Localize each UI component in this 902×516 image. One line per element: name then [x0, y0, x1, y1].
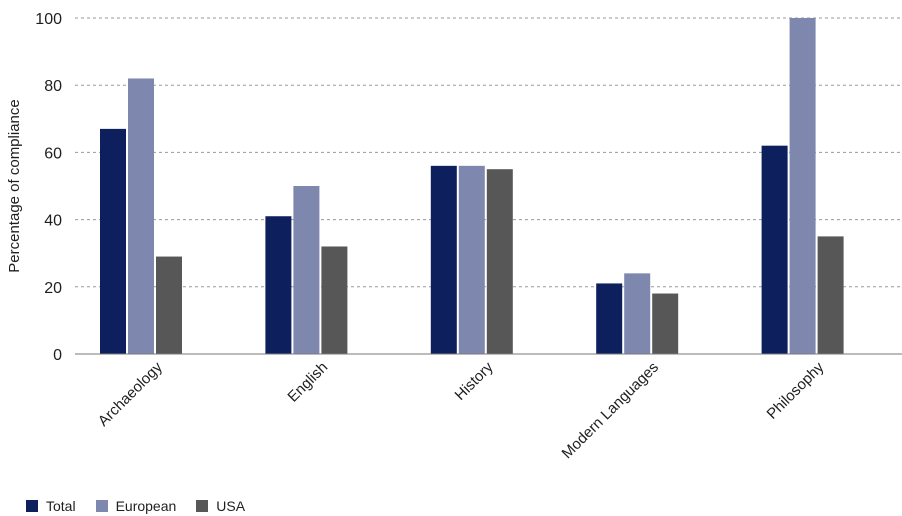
- y-tick-label: 80: [44, 78, 62, 95]
- bar-total-archaeology: [100, 128, 126, 354]
- bar-european-history: [458, 165, 485, 354]
- bar-european-modern-languages: [624, 273, 651, 354]
- legend-swatch: [95, 500, 108, 512]
- x-category-label: English: [284, 359, 331, 406]
- x-axis-labels: Archaeology English History Modern Language…: [95, 358, 828, 462]
- x-category-label: History: [452, 358, 497, 403]
- bar-european-philosophy: [789, 18, 816, 354]
- y-tick-label: 40: [44, 213, 62, 230]
- bar-total-english: [265, 216, 292, 354]
- legend-label: Total: [46, 498, 76, 514]
- x-category-label: Philosophy: [764, 358, 828, 422]
- y-axis-title: Percentage of compliance: [6, 99, 23, 272]
- bar-usa-english: [321, 246, 348, 354]
- bar-usa-modern-languages: [652, 293, 679, 354]
- legend-item-usa: USA: [196, 498, 245, 514]
- y-tick-label: 60: [44, 145, 62, 162]
- bar-usa-history: [486, 169, 513, 354]
- y-tick-label: 100: [35, 11, 62, 28]
- y-tick-label: 0: [53, 347, 62, 364]
- legend-swatch: [26, 500, 38, 512]
- bars: [100, 18, 844, 354]
- legend-item-total: Total: [26, 498, 76, 514]
- legend-label: European: [115, 498, 177, 514]
- bar-usa-philosophy: [817, 236, 844, 354]
- y-tick-label: 20: [44, 280, 62, 297]
- bar-total-history: [430, 165, 457, 354]
- legend: Total European USA: [26, 498, 245, 514]
- bar-total-philosophy: [761, 145, 788, 354]
- bar-european-archaeology: [128, 78, 154, 354]
- y-axis-ticks: 0 20 40 60 80 100: [35, 11, 62, 364]
- legend-item-european: European: [95, 498, 177, 514]
- bar-usa-archaeology: [156, 256, 182, 354]
- legend-label: USA: [216, 498, 246, 514]
- x-category-label: Modern Languages: [559, 359, 662, 462]
- bar-total-modern-languages: [596, 283, 623, 354]
- legend-swatch: [196, 500, 209, 512]
- bar-european-english: [293, 186, 320, 354]
- x-category-label: Archaeology: [95, 358, 166, 429]
